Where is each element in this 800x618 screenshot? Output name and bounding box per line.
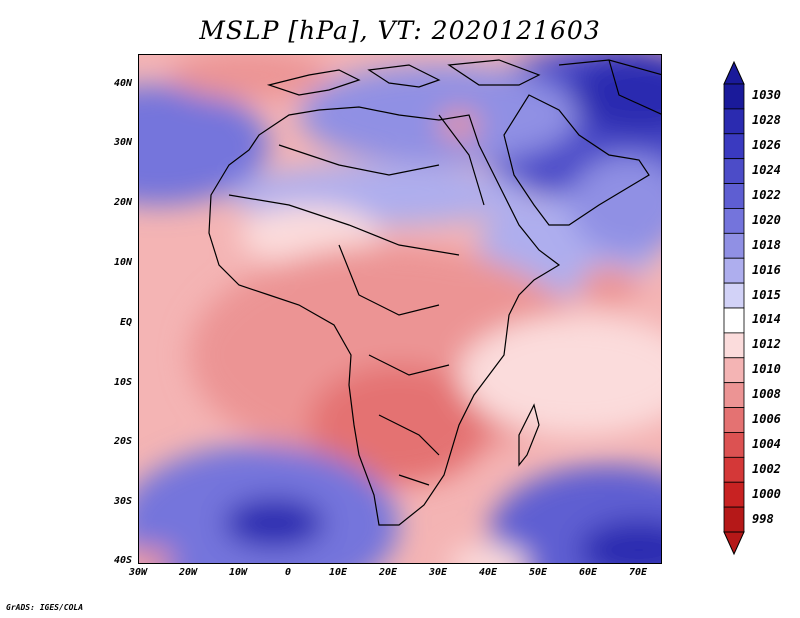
legend-swatch [723,432,745,458]
legend-swatch [723,307,745,334]
legend-label: 1022 [752,188,781,202]
legend-label: 1000 [752,486,781,501]
legend-swatch [723,158,745,184]
pressure-map [138,54,662,564]
lat-label: EQ [119,317,132,328]
legend-swatch [723,133,745,160]
legend-swatch [723,232,745,259]
coastlines [208,59,661,526]
legend-swatch [723,456,745,483]
legend-swatch [723,407,745,433]
legend-label: 1018 [752,237,781,252]
lon-label: 30W [128,567,148,578]
lat-label: 10N [113,257,132,268]
legend-swatch [723,208,745,234]
legend-label: 998 [752,511,774,526]
lon-label: 10W [228,567,248,578]
legend-swatch [723,108,745,135]
legend-label: 1014 [752,312,781,327]
lon-label: 20W [178,567,198,578]
legend-min-arrow [723,531,745,556]
legend-label: 1004 [752,436,781,451]
lat-label: 20S [113,436,132,447]
lon-label: 70E [628,567,648,578]
legend-label: 1028 [752,113,781,128]
lat-label: 30S [113,496,132,507]
legend-label: 1016 [752,262,781,277]
legend-swatch [723,382,745,408]
lon-label: 50E [528,567,548,578]
legend-swatch [723,257,745,284]
lat-label: 30N [113,137,132,148]
lon-label: 40E [478,567,498,578]
legend-swatch [723,332,745,359]
legend-label: 1002 [752,461,781,476]
legend-label: 1010 [752,362,781,377]
legend-max-arrow [723,60,745,85]
legend-swatch [723,481,745,508]
legend-swatch [723,183,745,209]
lon-label: 60E [578,567,598,578]
legend-label: 1024 [752,163,781,178]
credit-label: GrADS: IGES/COLA [6,603,84,612]
legend-label: 1026 [752,138,781,153]
lon-label: 30E [428,567,448,578]
lon-label: 0 [284,567,292,578]
color-legend [723,60,745,556]
legend-swatch [723,83,745,110]
legend-label: 1012 [752,337,781,352]
map-title: MSLP [hPa], VT: 2020121603 [199,16,601,45]
legend-swatch [723,506,745,533]
lat-label: 20N [113,197,132,208]
lon-label: 20E [378,567,398,578]
legend-label: 1006 [752,412,781,426]
legend-label: 1020 [752,212,781,227]
legend-swatch [723,357,745,384]
legend-swatch [723,282,745,309]
lon-label: 10E [328,567,348,578]
lat-label: 40S [113,555,132,566]
legend-label: 1015 [752,287,781,302]
legend-label: 1008 [752,387,781,402]
pressure-field [139,55,661,563]
lat-label: 10S [113,377,132,388]
legend-label: 1030 [752,88,781,103]
lat-label: 40N [113,78,132,89]
